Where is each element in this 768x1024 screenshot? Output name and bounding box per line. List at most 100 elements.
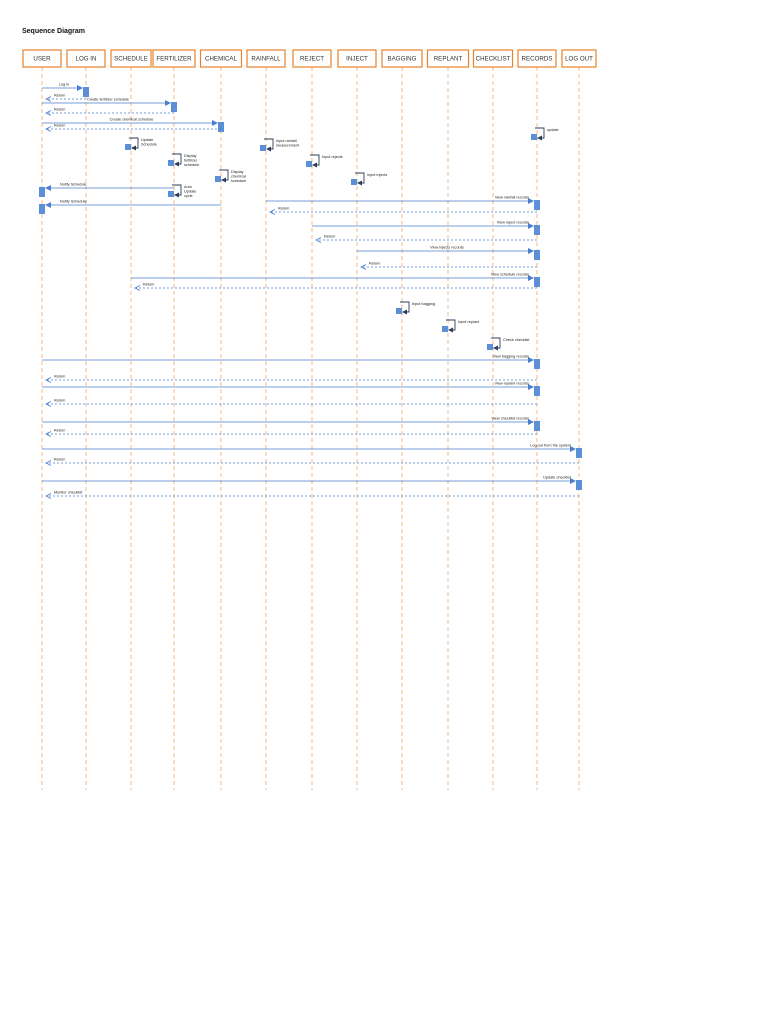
message-view-reject-records-18: View reject records [312,221,540,235]
activation-box [306,161,312,167]
participant-reject: REJECT [292,49,332,68]
self-message-arrow [355,172,365,186]
participant-label: RECORDS [522,56,553,63]
self-message-arrow [535,127,545,141]
message-input-injects-12: Input injects [351,172,387,186]
self-message-arrow [219,169,229,183]
activation-box [534,200,540,210]
message-label: Return [54,429,65,433]
message-label: Create fertilizer schedule [87,98,129,102]
participant-label: CHEMICAL [205,56,238,63]
message-input-bagging-24: Input bagging [396,301,435,315]
activation-box [487,344,493,350]
participant-bagging: BAGGING [381,49,423,68]
participant-label: INJECT [346,56,368,63]
message-return-19: Return [316,235,537,241]
activation-box [168,191,174,197]
message-label: Update Schedule [141,138,157,147]
message-view-injects-records-20: View injects records [357,246,540,260]
message-label: Display fertilizer schedule [184,154,199,167]
self-message-arrow [129,137,139,151]
message-label: Input bagging [412,302,435,306]
self-message-arrow [310,154,320,168]
participant-fertilizer: FERTILIZER [152,49,196,68]
message-monitor-checklist-36: Monitor checklist [46,491,579,497]
participant-label: REPLANT [434,56,463,63]
activation-box [531,134,537,140]
message-update-6: update [531,127,559,141]
participant-label: LOG IN [76,56,97,63]
participant-box [426,49,470,68]
activation-box [534,421,540,431]
message-check-checklist-26: Check checklist [487,337,530,351]
message-label: View injects records [430,246,464,250]
activation-box [576,448,582,458]
self-message-arrow [264,138,274,152]
participant-label: BAGGING [388,56,417,63]
participant-log-out: LOG OUT [561,49,597,68]
message-label: Create chemical schedule [110,118,154,122]
self-message-arrow [172,153,182,167]
message-view-bagging-records-27: View bagging records [42,355,540,369]
message-notify-schedule-15: Notify Schedule [39,200,221,214]
self-message-arrow [491,337,501,351]
message-label: Return [54,375,65,379]
participant-label: FERTILIZER [156,56,192,63]
participant-chemical: CHEMICAL [199,49,243,68]
message-label: Update checklist [543,476,572,480]
participant-box [472,49,514,68]
self-message-arrow [400,301,410,315]
message-notify-schedule-14: Notify Schedule [39,183,174,197]
participant-box [152,49,196,68]
message-label: View schedule records [491,273,529,277]
message-display-chemical-schedule-11: Display chemical schedule [215,169,246,183]
participant-box [381,49,423,68]
message-label: Return [278,207,289,211]
activation-box [534,225,540,235]
participant-box [246,49,286,68]
message-label: Check checklist [503,338,530,342]
message-label: View checklist records [492,417,530,421]
message-input-rainfall-measurement-8: Input rainfall measurement [260,138,300,152]
message-auto-update-cycle-13: Auto Update cycle [168,184,196,198]
message-return-5: Return [46,124,221,130]
activation-box [534,359,540,369]
activation-box [534,277,540,287]
activation-box [218,122,224,132]
message-return-21: Return [361,262,537,268]
participant-replant: REPLANT [426,49,470,68]
message-label: Return [54,458,65,462]
message-label: Monitor checklist [54,491,83,495]
participant-box [110,49,152,68]
message-update-schedule-7: Update Schedule [125,137,157,151]
message-view-schedule-records-22: View schedule records [131,273,540,287]
message-label: Return [54,124,65,128]
activation-box [534,386,540,396]
participant-label: RAINFALL [251,56,281,63]
activation-box [168,160,174,166]
participant-box [66,49,106,68]
activation-box [576,480,582,490]
message-label: Notify Schedule [60,183,87,187]
participant-box [22,49,62,68]
participant-schedule: SCHEDULE [110,49,152,68]
message-return-23: Return [135,283,537,289]
participant-box [337,49,377,68]
participant-rainfall: RAINFALL [246,49,286,68]
message-label: Input rejects [322,155,343,159]
message-label: Log out from the system [530,444,571,448]
message-return-3: Return [46,108,174,114]
message-label: View bagging records [493,355,530,359]
message-label: Notify Schedule [60,200,87,204]
self-message-arrow [172,184,182,198]
message-create-fertilizer-schedule-2: Create fertilizer schedule [42,98,177,112]
message-return-32: Return [46,429,537,435]
message-label: Return [54,399,65,403]
message-label: Input rainfall measurement [276,139,300,148]
participant-log-in: LOG IN [66,49,106,68]
participant-user: USER [22,49,62,68]
participant-label: LOG OUT [565,56,593,63]
activation-box [396,308,402,314]
message-label: Log in [59,83,69,87]
